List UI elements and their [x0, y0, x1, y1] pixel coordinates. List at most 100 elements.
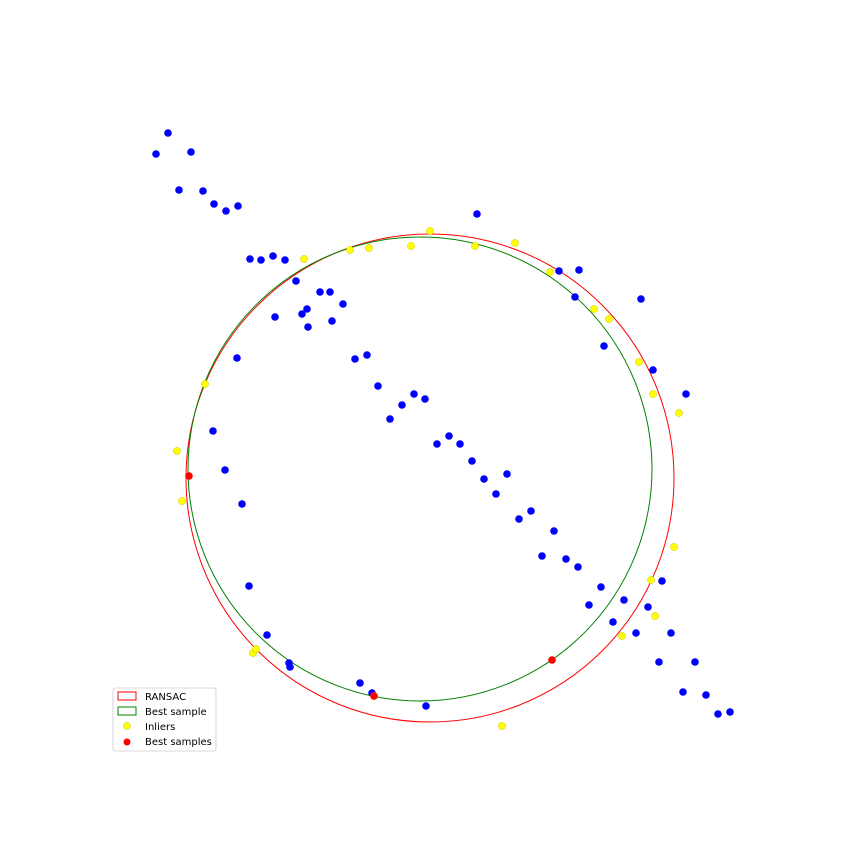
data-point [326, 288, 334, 296]
data-point [246, 255, 254, 263]
data-point [281, 256, 289, 264]
legend-marker-best-samples [123, 738, 131, 746]
data-point [480, 475, 488, 483]
data-point [351, 355, 359, 363]
inlier-point [346, 246, 354, 254]
inlier-point [590, 305, 598, 313]
legend-label-best-sample: Best sample [145, 707, 207, 718]
data-point [445, 432, 453, 440]
inlier-point [647, 576, 655, 584]
inlier-point [252, 645, 260, 653]
data-point [527, 507, 535, 515]
legend-marker-inliers [123, 722, 131, 730]
data-point [456, 440, 464, 448]
best-sample-circle [187, 236, 653, 702]
data-point [187, 148, 195, 156]
data-point [632, 629, 640, 637]
data-point [209, 427, 217, 435]
data-point [271, 313, 279, 321]
data-point [292, 277, 300, 285]
data-point [199, 187, 207, 195]
data-point [550, 527, 558, 535]
legend-label-ransac: RANSAC [145, 692, 186, 703]
data-point [609, 618, 617, 626]
data-point [263, 631, 271, 639]
inlier-point [635, 358, 643, 366]
inlier-point [201, 380, 209, 388]
data-point [398, 401, 406, 409]
data-point [574, 563, 582, 571]
data-point [286, 663, 294, 671]
legend-label-best-samples: Best samples [145, 737, 212, 748]
data-point [356, 679, 364, 687]
data-point [175, 186, 183, 194]
inlier-point [407, 242, 415, 250]
data-point [328, 317, 336, 325]
data-point [538, 552, 546, 560]
data-point [679, 688, 687, 696]
data-point [234, 202, 242, 210]
legend-label-inliers: Inliers [145, 722, 175, 733]
legend-swatch-best-sample [117, 706, 137, 716]
data-point [386, 415, 394, 423]
data-point [422, 702, 430, 710]
data-point [682, 390, 690, 398]
data-point [363, 351, 371, 359]
data-point [421, 395, 429, 403]
data-point [691, 658, 699, 666]
data-point [468, 457, 476, 465]
data-points [152, 129, 734, 730]
data-point [164, 129, 172, 137]
data-point [637, 295, 645, 303]
data-point [245, 582, 253, 590]
inlier-point [618, 632, 626, 640]
all-points-series [152, 129, 734, 718]
data-point [503, 470, 511, 478]
data-point [222, 207, 230, 215]
data-point [492, 490, 500, 498]
inlier-point [649, 390, 657, 398]
inlier-point [173, 447, 181, 455]
legend-swatch-ransac [117, 691, 137, 701]
data-point [726, 708, 734, 716]
data-point [620, 596, 628, 604]
inlier-point [471, 242, 479, 250]
inlier-point [178, 497, 186, 505]
data-point [597, 583, 605, 591]
data-point [339, 300, 347, 308]
data-point [238, 500, 246, 508]
data-point [410, 390, 418, 398]
data-point [571, 293, 579, 301]
best-sample-point [548, 656, 556, 664]
legend: RANSAC Best sample Inliers Best samples [112, 687, 217, 752]
data-point [667, 629, 675, 637]
data-point [210, 200, 218, 208]
data-point [655, 658, 663, 666]
inlier-point [546, 268, 554, 276]
data-point [644, 603, 652, 611]
inlier-point [300, 255, 308, 263]
data-point [152, 150, 160, 158]
data-point [714, 710, 722, 718]
data-point [555, 267, 563, 275]
data-point [303, 305, 311, 313]
data-point [515, 515, 523, 523]
inlier-point [511, 239, 519, 247]
data-point [298, 310, 306, 318]
data-point [575, 266, 583, 274]
data-point [702, 691, 710, 699]
best-sample-point [370, 692, 378, 700]
inlier-point [605, 315, 613, 323]
data-point [658, 577, 666, 585]
inlier-point [498, 722, 506, 730]
data-point [316, 288, 324, 296]
inlier-point [651, 612, 659, 620]
data-point [585, 601, 593, 609]
data-point [257, 256, 265, 264]
data-point [649, 366, 657, 374]
data-point [473, 210, 481, 218]
data-point [374, 382, 382, 390]
data-point [562, 555, 570, 563]
data-point [233, 354, 241, 362]
inlier-point [365, 244, 373, 252]
